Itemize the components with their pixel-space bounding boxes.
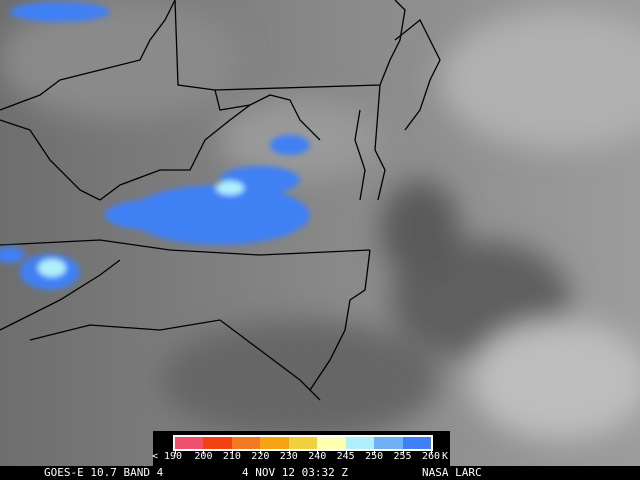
legend-tick: [431, 449, 432, 454]
legend-tick: [374, 449, 376, 454]
legend-swatch: [317, 437, 346, 449]
temperature-legend: < 190 200 210 220 230 240 245 250 255 260 K: [151, 431, 450, 466]
legend-swatch: [374, 437, 403, 449]
legend-swatch: [175, 437, 204, 449]
legend-tick-label: 220: [251, 451, 270, 462]
legend-tick-label: < 190: [151, 451, 183, 462]
legend-swatch: [231, 437, 261, 449]
legend-tick-label: 240: [308, 451, 327, 462]
source-label: NASA LARC: [422, 466, 482, 479]
legend-tick-label: 200: [194, 451, 213, 462]
legend-tick: [260, 449, 262, 454]
cold-cloud-tops: [0, 2, 310, 290]
legend-tick-label: 210: [222, 451, 241, 462]
legend-tick: [175, 449, 176, 454]
color-scale-bar: [173, 435, 433, 451]
legend-tick: [288, 449, 290, 454]
state-boundaries: [0, 0, 441, 401]
legend-tick: [203, 449, 205, 454]
legend-tick: [231, 449, 233, 454]
legend-tick-label: 260: [421, 451, 441, 462]
datetime-label: 4 NOV 12 03:32 Z: [242, 466, 348, 479]
legend-tick-label: 250: [365, 451, 384, 462]
legend-tick: [317, 449, 319, 454]
legend-swatch: [345, 437, 375, 449]
legend-swatch: [260, 437, 289, 449]
satellite-map: [0, 0, 640, 466]
legend-swatch: [203, 437, 232, 449]
cloud-texture: [0, 0, 640, 440]
legend-tick-label: 230: [279, 451, 298, 462]
legend-swatch: [402, 437, 431, 449]
legend-tick: [402, 449, 404, 454]
status-bar: GOES-E 10.7 BAND 4 4 NOV 12 03:32 Z NASA…: [0, 466, 640, 480]
legend-tick-label: 255: [393, 451, 412, 462]
legend-swatch: [288, 437, 318, 449]
legend-tick-label: 245: [336, 451, 355, 462]
satellite-band-label: GOES-E 10.7 BAND 4: [44, 466, 164, 479]
legend-tick: [345, 449, 347, 454]
legend-unit: K: [441, 451, 449, 462]
